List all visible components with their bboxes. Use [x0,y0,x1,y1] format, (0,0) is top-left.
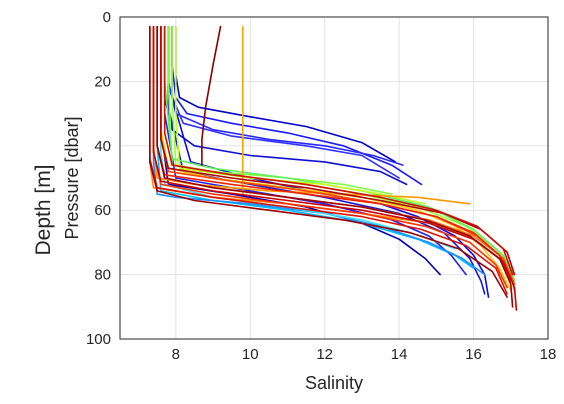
profile-line-28 [156,25,514,308]
x-tick-label: 12 [316,346,333,363]
profile-line-31 [163,25,514,276]
profile-line-1 [171,25,423,186]
plot-frame [119,16,549,340]
y-tick-label: 80 [94,267,111,284]
profile-lines [149,25,518,311]
x-tick-label: 10 [242,346,259,363]
y-tick-label: 20 [94,73,111,90]
profile-line-10 [156,25,475,270]
x-tick-label: 8 [172,346,180,363]
y-tick-label: 0 [103,9,111,26]
y-axis-label: Pressure [dbar] [62,116,82,239]
depth-axis-label: Depth [m] [32,164,55,255]
y-tick-label: 100 [86,331,111,348]
tick-labels: 8 10 12 14 16 18 0 20 40 60 80 100 [86,9,556,363]
x-axis-label: Salinity [305,373,363,393]
y-tick-label: 40 [94,138,111,155]
x-tick-label: 18 [540,346,557,363]
y-tick-label: 60 [94,202,111,219]
profile-line-26 [152,25,518,311]
profile-line-29 [149,25,508,298]
profile-line-4 [163,25,408,186]
profile-line-30 [201,25,222,166]
x-tick-label: 14 [391,346,408,363]
profile-line-7 [167,25,486,295]
x-tick-label: 16 [465,346,482,363]
profile-line-3 [167,25,404,166]
